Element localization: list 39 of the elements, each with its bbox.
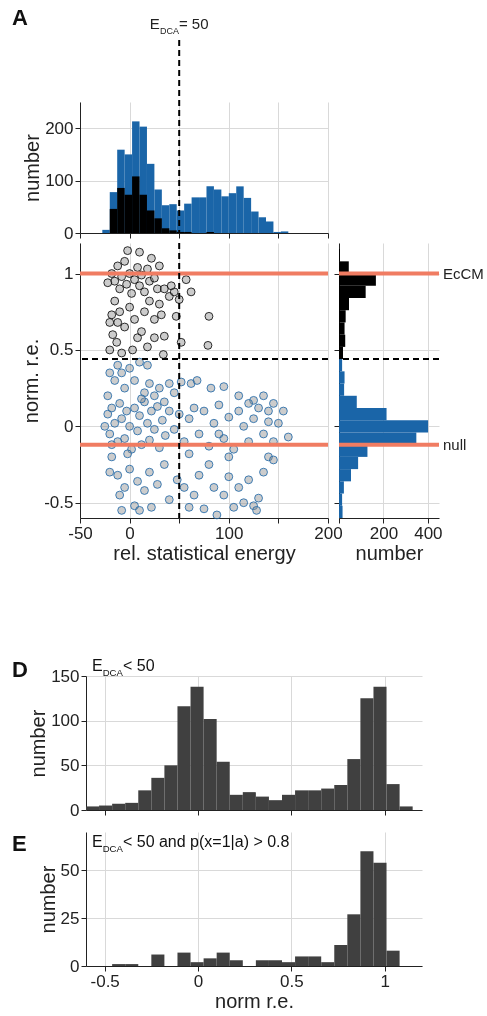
y-axis-title: norm. r.e. — [20, 338, 43, 424]
y-tick-label: 0 — [64, 223, 74, 243]
x-tick-label: 400 — [414, 523, 443, 543]
y-tick-label: 200 — [45, 118, 74, 138]
text: E — [12, 831, 27, 856]
x-tick-label: 1 — [380, 971, 390, 991]
x-axis-title: rel. statistical energy — [113, 541, 296, 564]
y-axis-title: number — [27, 709, 50, 778]
y-tick-label: 25 — [60, 908, 80, 928]
x-tick-label: -0.5 — [90, 971, 120, 991]
y-tick-label: 0.5 — [49, 340, 74, 360]
y-tick-label: 0 — [64, 416, 74, 436]
x-tick-label: 200 — [314, 523, 343, 543]
x-tick-label: 0 — [193, 971, 204, 991]
ref-line-label: E$_{DCA}$= 50 — [149, 15, 209, 36]
y-tick-label: -0.5 — [44, 493, 74, 513]
x-tick-label: 100 — [215, 523, 244, 543]
y-axis-title: number — [21, 133, 44, 202]
chart-title: E$_{DCA}$< 50 — [92, 657, 155, 678]
chart-title: E$_{DCA}$< 50 and p(x=1|a) > 0.8 — [92, 833, 290, 854]
y-axis-title: number — [36, 865, 59, 934]
x-axis-title: norm r.e. — [215, 989, 294, 1012]
x-tick-label: 200 — [369, 523, 399, 543]
y-tick-label: 0 — [70, 956, 80, 976]
y-tick-label: 100 — [51, 711, 80, 731]
y-tick-label: 100 — [45, 171, 74, 191]
y-tick-label: 50 — [60, 860, 80, 880]
text: A — [12, 5, 28, 30]
y-tick-label: 50 — [60, 755, 80, 775]
ref-line-label: EcCM — [443, 264, 484, 282]
y-tick-label: 150 — [51, 666, 80, 686]
text: D — [12, 657, 28, 682]
y-tick-label: 0 — [70, 800, 80, 820]
x-tick-label: 0.5 — [280, 971, 304, 991]
x-axis-title: number — [355, 541, 424, 564]
x-tick-label: 0 — [125, 523, 135, 543]
x-tick-label: -50 — [68, 523, 93, 543]
y-tick-label: 1 — [64, 264, 74, 284]
ref-line-label: null — [443, 435, 467, 453]
